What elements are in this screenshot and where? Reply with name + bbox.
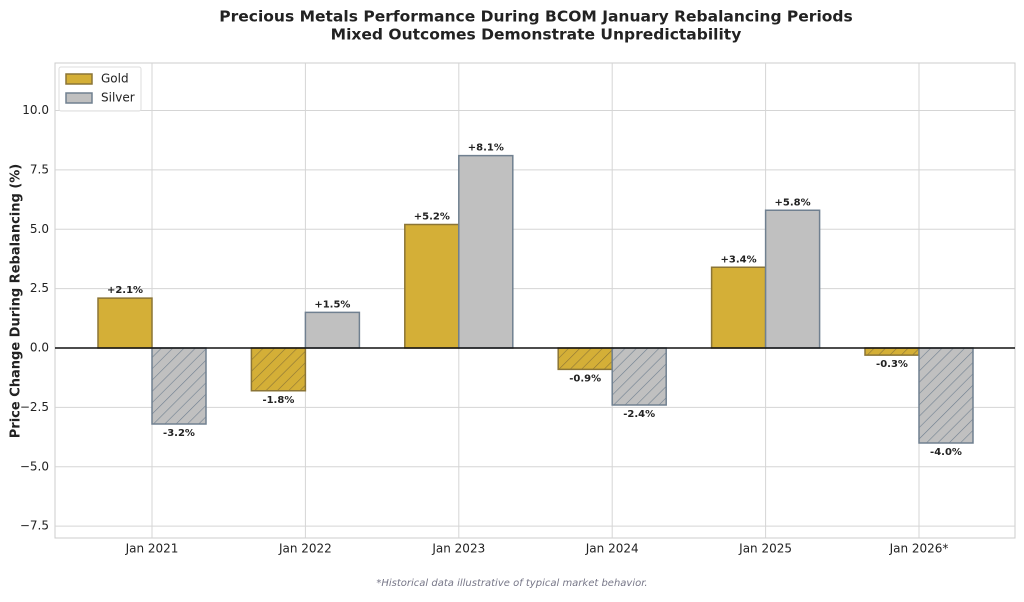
legend-label: Gold <box>101 72 129 86</box>
value-label: -1.8% <box>262 395 294 406</box>
value-label: +5.2% <box>414 212 450 223</box>
bar <box>250 347 307 392</box>
bar <box>304 311 361 349</box>
y-tick-label: 7.5 <box>30 162 49 176</box>
value-label: -0.3% <box>876 359 908 370</box>
x-tick-label: Jan 2025 <box>738 542 792 556</box>
bar <box>404 223 460 349</box>
bar <box>458 154 514 349</box>
bar <box>97 297 153 349</box>
bar <box>764 209 821 349</box>
y-axis-label: Price Change During Rebalancing (%) <box>9 164 24 438</box>
bar <box>918 347 974 444</box>
footnote: *Historical data illustrative of typical… <box>376 578 647 589</box>
bar <box>611 347 667 406</box>
value-label: -0.9% <box>569 373 601 384</box>
x-tick-label: Jan 2024 <box>585 542 639 556</box>
chart-subtitle: Mixed Outcomes Demonstrate Unpredictabil… <box>331 26 742 44</box>
x-tick-label: Jan 2023 <box>431 542 485 556</box>
y-tick-label: −7.5 <box>20 519 49 533</box>
value-label: +5.8% <box>775 197 811 208</box>
value-label: +2.1% <box>107 285 143 296</box>
plot-area: −7.5 −5.0 −2.5 0.0 2.5 5.0 7.5 10.0 Jan 2021 Jan … <box>20 62 1016 556</box>
value-label: +3.4% <box>721 254 757 265</box>
legend-swatch <box>65 73 93 85</box>
legend: Gold Silver <box>58 66 142 112</box>
value-label: -4.0% <box>930 447 962 458</box>
y-tick-label: 5.0 <box>30 222 49 236</box>
value-label: -3.2% <box>163 428 195 439</box>
bar <box>557 347 613 371</box>
legend-label: Silver <box>101 91 135 105</box>
plot-frame <box>54 62 1016 539</box>
y-tick-label: −2.5 <box>20 400 49 414</box>
bar <box>151 347 207 425</box>
y-tick-label: 2.5 <box>30 281 49 295</box>
value-label: +8.1% <box>468 143 504 154</box>
y-tick-label: −5.0 <box>20 459 49 473</box>
bar <box>864 347 920 356</box>
chart-title: Precious Metals Performance During BCOM … <box>219 8 852 26</box>
x-tick-label: Jan 2021 <box>125 542 179 556</box>
x-tick-label: Jan 2026* <box>889 542 949 556</box>
value-label: +1.5% <box>314 299 350 310</box>
bar <box>710 266 767 349</box>
x-tick-label: Jan 2022 <box>278 542 332 556</box>
y-tick-label: 10.0 <box>22 103 49 117</box>
legend-swatch <box>65 92 93 104</box>
value-label: -2.4% <box>623 409 655 420</box>
y-tick-label: 0.0 <box>30 341 49 355</box>
